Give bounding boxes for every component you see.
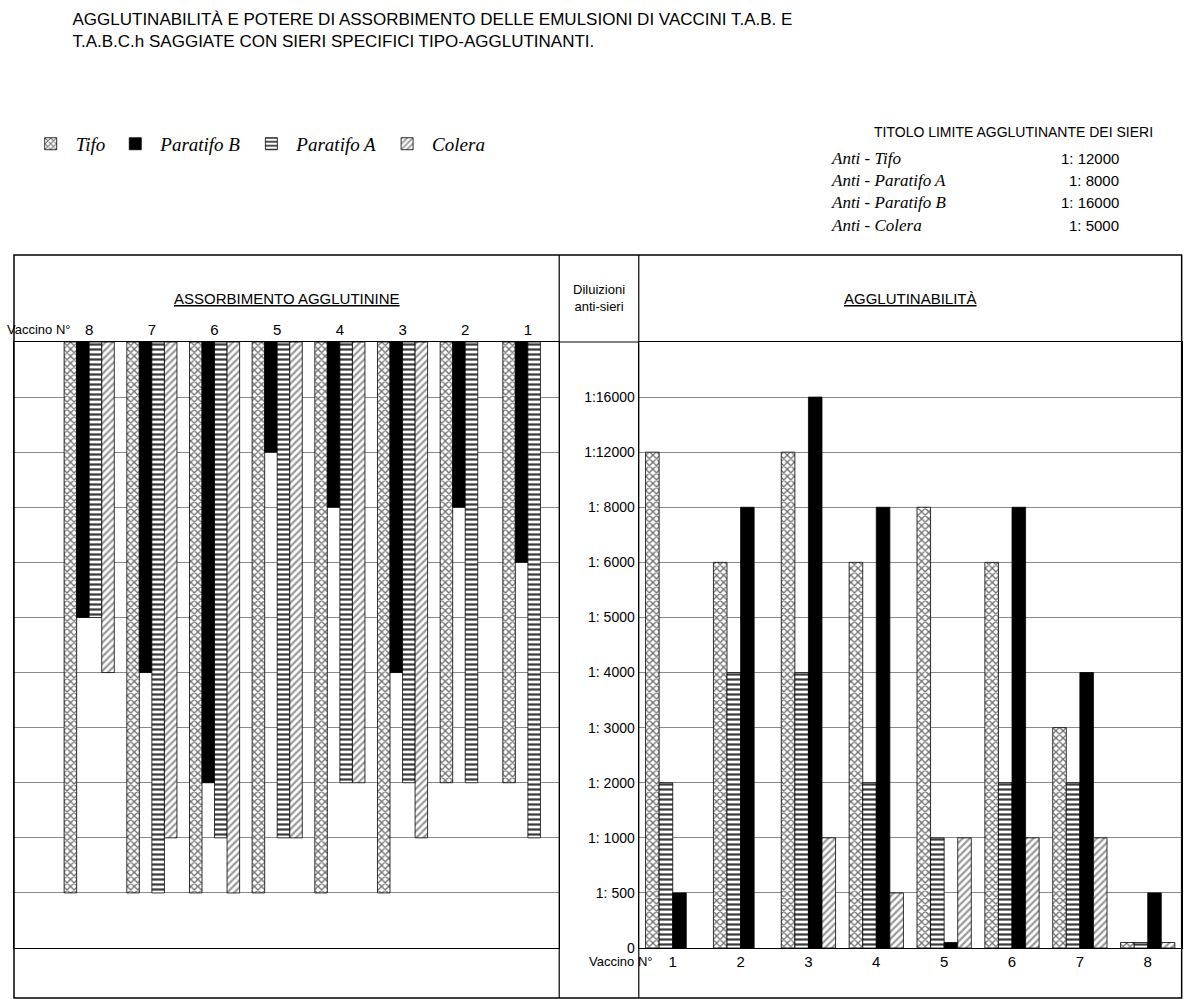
svg-text:2: 2 xyxy=(736,953,744,970)
svg-text:TITOLO LIMITE AGGLUTINANTE DEI: TITOLO LIMITE AGGLUTINANTE DEI SIERI xyxy=(874,124,1153,140)
svg-text:8: 8 xyxy=(85,321,93,338)
svg-text:0: 0 xyxy=(627,940,635,956)
svg-text:3: 3 xyxy=(398,321,406,338)
svg-text:1: 8000: 1: 8000 xyxy=(1069,172,1119,189)
svg-text:Paratifo B: Paratifo B xyxy=(159,134,240,155)
svg-text:1:16000: 1:16000 xyxy=(584,389,635,405)
svg-text:Vaccino N°: Vaccino N° xyxy=(7,322,70,337)
svg-text:AGGLUTINABILITÀ E POTERE DI AS: AGGLUTINABILITÀ E POTERE DI ASSORBIMENTO… xyxy=(73,10,793,51)
svg-text:Tifo: Tifo xyxy=(76,134,106,155)
svg-text:1: 500: 1: 500 xyxy=(596,885,635,901)
svg-text:Anti - Paratifo B: Anti - Paratifo B xyxy=(831,193,946,212)
svg-text:7: 7 xyxy=(1076,953,1084,970)
svg-text:5: 5 xyxy=(940,953,948,970)
svg-text:Colera: Colera xyxy=(432,134,485,155)
svg-text:Anti - Tifo: Anti - Tifo xyxy=(831,149,901,168)
svg-text:1: 8000: 1: 8000 xyxy=(588,499,635,515)
svg-text:8: 8 xyxy=(1144,953,1152,970)
svg-text:1: 16000: 1: 16000 xyxy=(1061,194,1119,211)
svg-text:1: 12000: 1: 12000 xyxy=(1061,150,1119,167)
svg-text:Anti - Colera: Anti - Colera xyxy=(831,216,922,235)
svg-text:1: 3000: 1: 3000 xyxy=(588,720,635,736)
svg-text:2: 2 xyxy=(461,321,469,338)
svg-text:4: 4 xyxy=(872,953,880,970)
svg-text:AGGLUTINABILITÀ: AGGLUTINABILITÀ xyxy=(844,290,977,307)
svg-text:Diluizionianti-sieri: Diluizionianti-sieri xyxy=(573,282,625,314)
svg-text:Vaccino N°: Vaccino N° xyxy=(589,954,652,969)
svg-text:Paratifo A: Paratifo A xyxy=(295,134,376,155)
svg-text:1: 6000: 1: 6000 xyxy=(588,554,635,570)
svg-text:Anti - Paratifo A: Anti - Paratifo A xyxy=(831,171,946,190)
svg-text:4: 4 xyxy=(336,321,344,338)
svg-text:ASSORBIMENTO AGGLUTININE: ASSORBIMENTO AGGLUTININE xyxy=(174,290,400,307)
svg-text:1: 1000: 1: 1000 xyxy=(588,830,635,846)
svg-text:6: 6 xyxy=(210,321,218,338)
svg-text:3: 3 xyxy=(804,953,812,970)
svg-text:1: 1 xyxy=(669,953,677,970)
svg-text:5: 5 xyxy=(273,321,281,338)
svg-text:1:12000: 1:12000 xyxy=(584,444,635,460)
svg-text:1: 2000: 1: 2000 xyxy=(588,775,635,791)
svg-text:7: 7 xyxy=(148,321,156,338)
svg-text:1: 4000: 1: 4000 xyxy=(588,664,635,680)
svg-text:1: 5000: 1: 5000 xyxy=(588,609,635,625)
svg-text:1: 1 xyxy=(524,321,532,338)
svg-text:1: 5000: 1: 5000 xyxy=(1069,217,1119,234)
svg-text:6: 6 xyxy=(1008,953,1016,970)
